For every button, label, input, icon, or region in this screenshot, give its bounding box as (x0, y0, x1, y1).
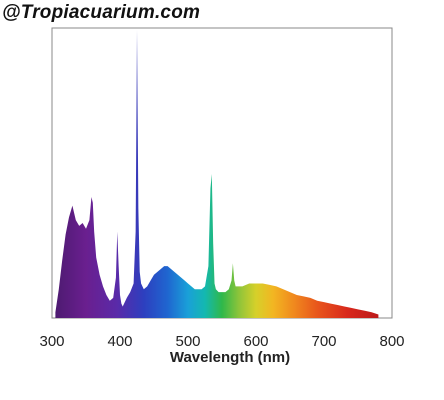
x-tick-label-700: 700 (311, 333, 336, 350)
x-tick-label-500: 500 (175, 333, 200, 350)
watermark-text: @Tropiacuarium.com (2, 2, 201, 23)
x-tick-label-400: 400 (107, 333, 132, 350)
x-tick-label-300: 300 (39, 333, 64, 350)
x-tick-label-600: 600 (243, 333, 268, 350)
x-tick-label-800: 800 (379, 333, 404, 350)
x-axis-title: Wavelength (nm) (170, 349, 290, 366)
plot-frame (51, 27, 393, 319)
spectrum-area (55, 30, 379, 318)
